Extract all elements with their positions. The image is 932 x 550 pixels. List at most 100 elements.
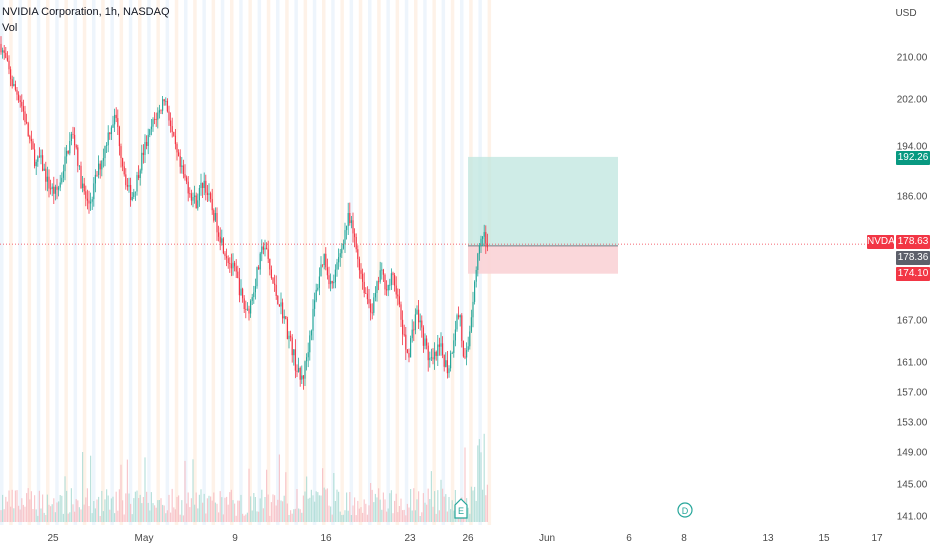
price-tick-label: 145.00	[897, 480, 928, 491]
candle	[170, 112, 172, 133]
candle	[483, 224, 485, 247]
volume-bar	[62, 513, 64, 522]
candle	[51, 183, 53, 197]
session-band	[312, 0, 317, 525]
session-band	[450, 0, 455, 525]
candle	[458, 306, 460, 320]
volume-bar	[435, 513, 437, 522]
volume-bar	[450, 509, 452, 522]
session-band	[432, 0, 436, 525]
candle	[462, 340, 464, 358]
candle	[38, 147, 40, 158]
event-marker[interactable]: D	[677, 502, 693, 518]
volume-bar	[298, 508, 300, 522]
candle	[470, 309, 472, 333]
time-tick-label: 8	[681, 533, 687, 544]
event-marker[interactable]: E	[454, 498, 468, 519]
candle	[208, 183, 210, 202]
volume-bar	[186, 503, 188, 522]
volume-bar	[8, 490, 10, 522]
session-band	[414, 0, 418, 525]
candle	[227, 255, 229, 269]
volume-bar	[296, 489, 298, 522]
session-band	[174, 0, 179, 525]
volume-bar	[179, 514, 181, 522]
candle	[389, 278, 391, 291]
volume-bar	[120, 464, 122, 522]
volume-bar	[290, 510, 292, 522]
candle	[160, 109, 162, 114]
candle	[14, 80, 16, 92]
candle	[187, 176, 189, 202]
volume-bar	[22, 504, 24, 522]
volume-bar	[434, 491, 436, 522]
candle	[106, 142, 108, 153]
candle	[318, 267, 320, 296]
volume-bar	[115, 491, 117, 522]
candle	[37, 155, 39, 167]
candle	[154, 112, 156, 125]
volume-bar	[475, 500, 477, 522]
volume-bar	[10, 506, 12, 522]
candle	[274, 274, 276, 292]
candle	[416, 305, 418, 315]
volume-bar	[362, 512, 364, 522]
candle	[171, 117, 173, 138]
candle	[339, 249, 341, 267]
candle	[307, 342, 309, 368]
volume-bar	[26, 493, 28, 522]
candle	[72, 126, 74, 139]
volume-bar	[157, 500, 159, 522]
session-band	[460, 0, 464, 525]
candle	[472, 291, 474, 328]
volume-bar	[446, 511, 448, 522]
candle	[386, 280, 388, 296]
volume-bar	[253, 493, 255, 522]
candle	[53, 176, 55, 204]
candle	[152, 117, 154, 132]
volume-bar	[421, 512, 423, 522]
candle	[370, 299, 372, 321]
time-axis[interactable]: 25 May 9 16 23 26 Jun 6 8 13 15 17	[47, 533, 883, 544]
volume-bar	[379, 499, 381, 522]
price-axis[interactable]: 210.00 202.00 194.00 186.00 167.00 161.00 157.…	[897, 53, 928, 523]
volume-bar	[224, 497, 226, 522]
volume-bar	[330, 506, 332, 522]
candle	[256, 266, 258, 289]
candle	[466, 342, 468, 366]
volume-bar	[338, 491, 340, 522]
volume-bar	[66, 490, 68, 522]
profit-zone[interactable]	[468, 156, 618, 246]
volume-bar	[448, 497, 450, 522]
candle	[325, 247, 327, 271]
price-tick-label: 153.00	[897, 418, 928, 429]
volume-bar	[424, 502, 426, 522]
candle	[58, 185, 60, 197]
session-band	[46, 0, 50, 525]
candle	[130, 177, 132, 207]
candle	[150, 119, 152, 136]
volume-bar	[190, 498, 192, 522]
volume-bar	[234, 503, 236, 522]
candle	[74, 127, 76, 156]
volume-bar	[486, 484, 488, 522]
volume-bar	[320, 495, 322, 522]
volume-bar	[46, 494, 48, 522]
candle	[338, 248, 340, 270]
volume-bar	[170, 512, 172, 522]
candle	[306, 353, 308, 371]
volume-bar	[182, 515, 184, 522]
candle	[32, 138, 34, 150]
candle	[128, 177, 130, 193]
volume-bar	[51, 504, 53, 522]
loss-zone[interactable]	[468, 245, 618, 274]
volume-bar	[150, 492, 152, 522]
candle	[482, 236, 484, 247]
volume-bar	[5, 496, 7, 522]
volume-bar	[130, 503, 132, 522]
candle	[118, 125, 120, 156]
volume-bar	[122, 500, 124, 522]
volume-bar	[472, 490, 474, 522]
candle	[2, 47, 4, 59]
